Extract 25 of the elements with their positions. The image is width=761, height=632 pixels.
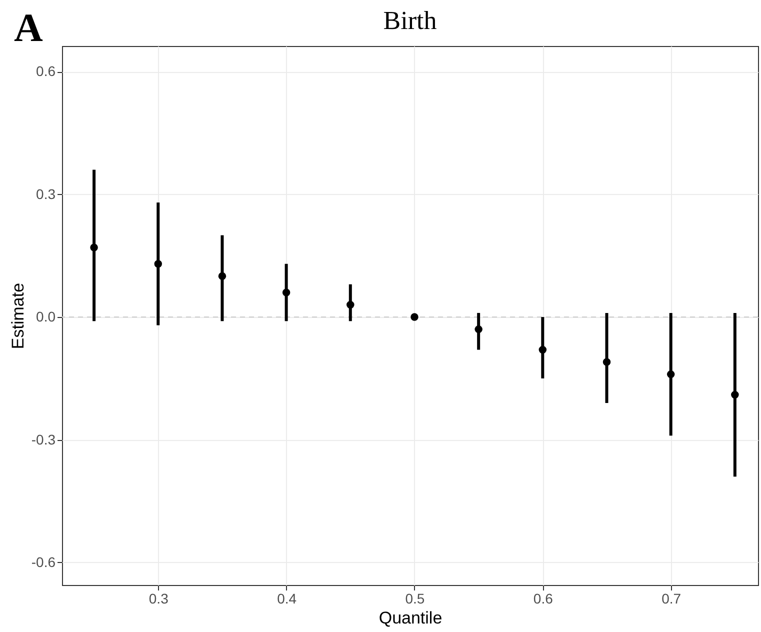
y-axis-title: Estimate xyxy=(8,282,28,350)
x-tick-label: 0.3 xyxy=(148,590,169,606)
y-tick-label: 0.6 xyxy=(36,63,56,80)
point xyxy=(602,358,611,366)
point xyxy=(282,288,290,296)
x-tick-label: 0.4 xyxy=(277,590,297,606)
x-axis-title: Quantile xyxy=(378,608,442,628)
y-tick-label: -0.6 xyxy=(31,554,56,570)
point xyxy=(346,300,354,309)
point xyxy=(154,260,162,268)
point xyxy=(666,370,675,378)
point xyxy=(410,313,418,321)
point xyxy=(731,390,739,399)
x-tick-label: 0.6 xyxy=(533,590,554,606)
x-tick-label: 0.5 xyxy=(405,590,425,606)
point xyxy=(474,325,482,334)
y-tick-label: 0.3 xyxy=(36,186,56,202)
chart-title: Birth xyxy=(383,6,437,35)
text: A xyxy=(14,4,43,51)
x-tick-label: 0.7 xyxy=(662,590,682,606)
y-tick-label: -0.3 xyxy=(31,431,56,448)
point xyxy=(90,244,98,252)
y-tick-label: 0.0 xyxy=(36,308,56,325)
point xyxy=(218,272,226,280)
point xyxy=(538,346,547,354)
